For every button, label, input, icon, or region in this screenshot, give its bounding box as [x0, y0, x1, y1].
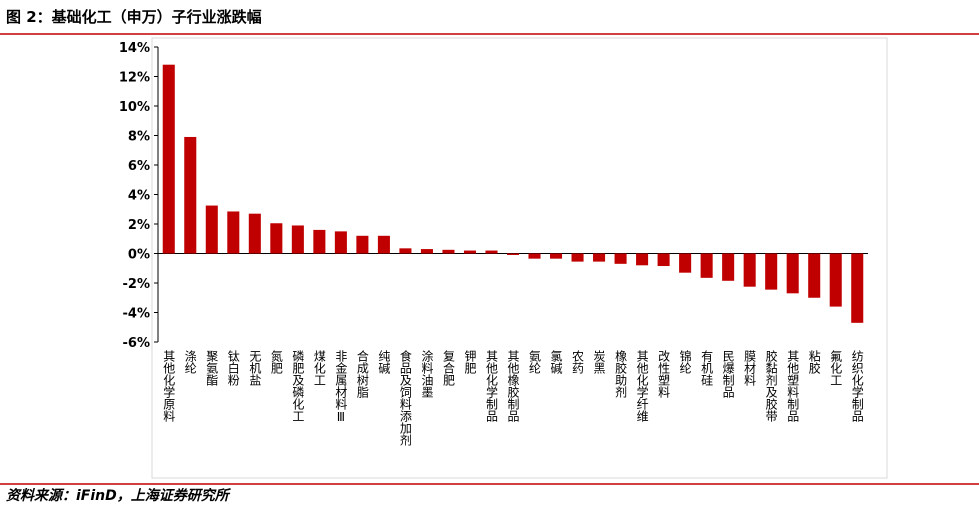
- bar: [829, 253, 842, 307]
- x-tick-label: 无机盐: [248, 350, 262, 386]
- bar: [851, 253, 864, 323]
- y-tick-label: -6%: [123, 336, 150, 351]
- bar: [463, 250, 476, 254]
- x-tick-label: 涂料油墨: [420, 349, 434, 398]
- bar: [700, 253, 713, 278]
- x-tick-label: 复合肥: [441, 350, 455, 386]
- bar: [442, 249, 455, 254]
- y-tick-label: 4%: [128, 189, 150, 204]
- x-tick-label: 纺织化学制品: [850, 350, 864, 422]
- bar: [377, 235, 390, 254]
- source-note: 资料来源：iFinD，上海证券研究所: [6, 487, 232, 504]
- x-tick-label: 煤化工: [312, 350, 326, 386]
- x-tick-label: 其他化学纤维: [635, 350, 649, 422]
- bar: [571, 253, 584, 262]
- bar: [291, 225, 304, 254]
- bar: [162, 64, 175, 254]
- bar: [420, 249, 433, 254]
- x-tick-label: 其他化学制品: [484, 350, 498, 422]
- bar: [636, 253, 649, 266]
- x-tick-label: 涤纶: [183, 350, 197, 374]
- bar: [227, 211, 240, 254]
- bar: [399, 248, 412, 254]
- x-tick-label: 改性塑料: [657, 350, 671, 398]
- x-tick-label: 锦纶: [678, 350, 692, 374]
- x-tick-label: 胶黏剂及胶带: [764, 349, 778, 422]
- y-tick-label: -4%: [123, 307, 150, 322]
- x-tick-label: 食品及饲料添加剂: [398, 349, 412, 446]
- x-tick-label: 民爆制品: [721, 350, 735, 398]
- x-tick-label: 橡胶助剂: [614, 350, 628, 398]
- y-tick-label: 6%: [128, 159, 150, 174]
- x-tick-label: 农药: [571, 350, 585, 374]
- bar: [786, 253, 799, 294]
- x-tick-label: 非金属材料Ⅲ: [334, 350, 348, 424]
- x-tick-label: 其他化学原料: [162, 350, 176, 422]
- bar: [248, 213, 261, 254]
- x-tick-label: 氯碱: [549, 350, 563, 375]
- x-tick-label: 钛白粉: [226, 349, 240, 386]
- bar: [722, 253, 735, 281]
- x-tick-label: 其他塑料制品: [786, 350, 800, 422]
- x-tick-label: 膜材料: [743, 350, 757, 386]
- bar: [808, 253, 821, 298]
- bar: [528, 253, 541, 259]
- y-tick-label: 8%: [128, 130, 150, 145]
- x-tick-label: 纯碱: [377, 350, 391, 375]
- x-tick-label: 合成树脂: [355, 349, 369, 399]
- chart-frame: [151, 37, 888, 479]
- y-tick-label: 2%: [128, 218, 150, 233]
- bar: [679, 253, 692, 273]
- bar: [205, 205, 218, 254]
- bar: [313, 229, 326, 254]
- bar: [765, 253, 778, 290]
- y-tick-label: 12%: [119, 71, 150, 86]
- bar: [506, 253, 520, 255]
- bar: [334, 231, 347, 254]
- bar: [550, 253, 563, 259]
- x-tick-label: 粘胶: [807, 349, 821, 375]
- bar: [485, 250, 498, 254]
- y-tick-label: 0%: [128, 248, 150, 263]
- x-tick-label: 磷肥及磷化工: [291, 349, 305, 422]
- x-tick-label: 聚氨酯: [205, 350, 219, 386]
- x-tick-label: 有机硅: [700, 350, 714, 386]
- x-tick-label: 钾肥: [463, 350, 477, 374]
- bar: [657, 253, 670, 267]
- x-tick-label: 其他橡胶制品: [506, 350, 520, 422]
- x-tick-label: 氟化工: [829, 350, 843, 386]
- bar: [743, 253, 756, 287]
- bar: [184, 136, 197, 254]
- bar: [614, 253, 627, 264]
- y-tick-label: 14%: [119, 41, 150, 56]
- y-tick-label: 10%: [119, 100, 150, 115]
- x-tick-label: 氮肥: [269, 349, 283, 374]
- y-tick-label: -2%: [123, 277, 150, 292]
- x-tick-label: 氨纶: [528, 350, 542, 374]
- bar: [593, 253, 606, 262]
- bar: [270, 223, 283, 254]
- bar: [356, 235, 369, 254]
- chart-title: 图 2：基础化工（申万）子行业涨跌幅: [6, 8, 262, 26]
- x-tick-label: 炭黑: [592, 350, 606, 375]
